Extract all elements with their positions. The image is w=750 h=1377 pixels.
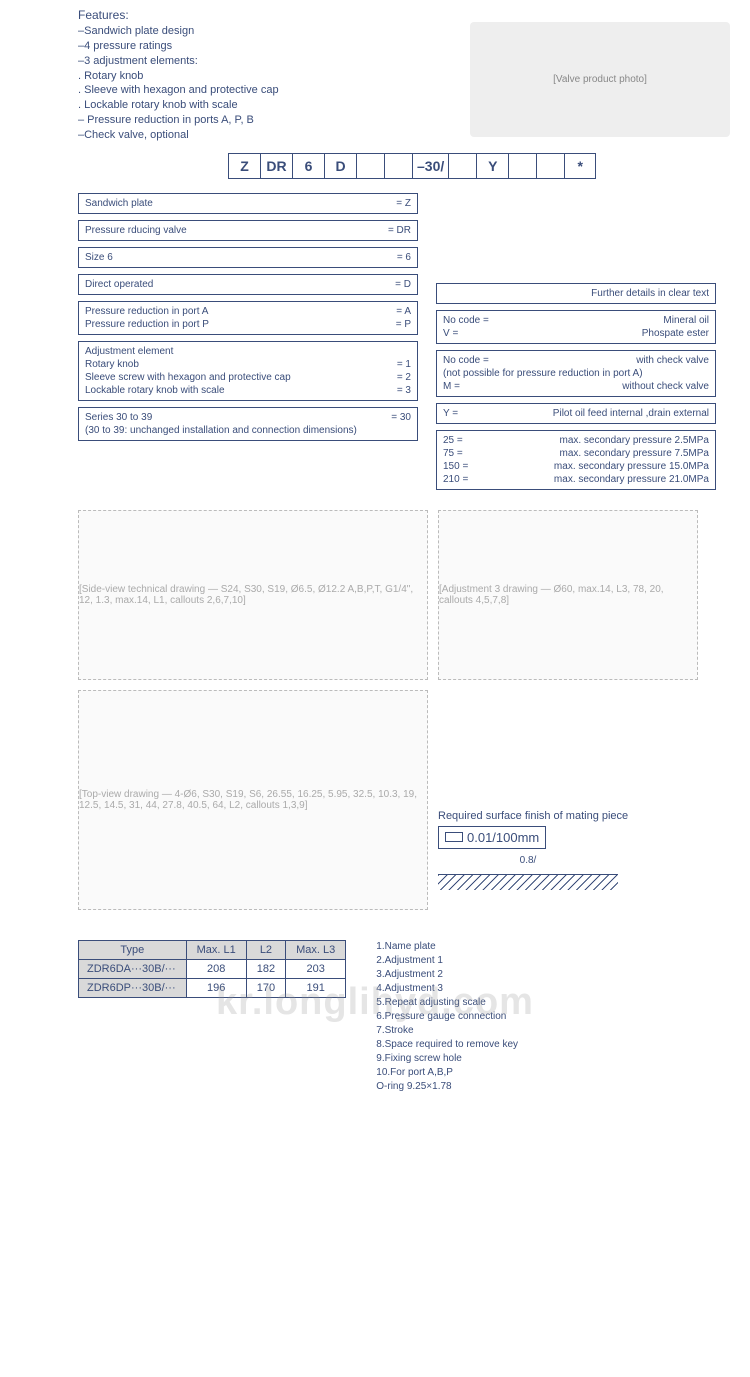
- code-cell: [356, 153, 384, 179]
- decoder-right-column: Further details in clear text No code =Mi…: [436, 283, 716, 490]
- decoder-box: Further details in clear text: [436, 283, 716, 304]
- legend-item: 9.Fixing screw hole: [376, 1052, 518, 1066]
- code-cell: Y: [476, 153, 508, 179]
- code-cell: D: [324, 153, 356, 179]
- drawing-top-view: [Top-view drawing — 4-Ø6, S30, S19, S6, …: [78, 690, 428, 910]
- decoder-box: 25 =max. secondary pressure 2.5MPa75 =ma…: [436, 430, 716, 490]
- legend-item: 3.Adjustment 2: [376, 968, 518, 982]
- decoder-box: Adjustment elementRotary knob= 1Sleeve s…: [78, 341, 418, 401]
- code-cell: *: [564, 153, 596, 179]
- ordering-code-decoder: Sandwich plate= Z Pressure rducing valve=…: [78, 193, 750, 490]
- table-row: ZDR6DP···30B/···196170191: [79, 978, 346, 997]
- flatness-spec: 0.01/100mm: [438, 826, 546, 849]
- valve-product-image: [Valve product photo]: [470, 22, 730, 137]
- code-cell: [536, 153, 564, 179]
- legend-item: 8.Space required to remove key: [376, 1038, 518, 1052]
- surface-finish-block: Required surface finish of mating piece …: [438, 810, 698, 910]
- decoder-box: Pressure reduction in port A= APressure …: [78, 301, 418, 335]
- dimensions-and-legend: TypeMax. L1L2Max. L3ZDR6DA···30B/···2081…: [78, 940, 750, 1094]
- code-cell: DR: [260, 153, 292, 179]
- code-cell: Z: [228, 153, 260, 179]
- legend-item: 5.Repeat adjusting scale: [376, 996, 518, 1010]
- decoder-box: Pressure rducing valve= DR: [78, 220, 418, 241]
- decoder-box: Size 6= 6: [78, 247, 418, 268]
- callout-legend: 1.Name plate2.Adjustment 13.Adjustment 2…: [376, 940, 518, 1094]
- decoder-box: No code =with check valve(not possible f…: [436, 350, 716, 397]
- ordering-code-row: ZDR6D –30/Y *: [228, 153, 750, 179]
- technical-drawings: [Side-view technical drawing — S24, S30,…: [78, 510, 750, 910]
- table-header: L2: [246, 940, 285, 959]
- surface-finish-title: Required surface finish of mating piece: [438, 810, 698, 822]
- code-cell: [384, 153, 412, 179]
- decoder-box: Y =Pilot oil feed internal ,drain extern…: [436, 403, 716, 424]
- legend-item: 6.Pressure gauge connection: [376, 1010, 518, 1024]
- valve-image-alt: [Valve product photo]: [553, 74, 647, 85]
- features-title: Features:: [78, 8, 750, 22]
- legend-item: 10.For port A,B,P: [376, 1066, 518, 1080]
- table-header: Type: [79, 940, 187, 959]
- table-row: ZDR6DA···30B/···208182203: [79, 959, 346, 978]
- table-header: Max. L3: [286, 940, 346, 959]
- decoder-box: No code =Mineral oilV =Phospate ester: [436, 310, 716, 344]
- legend-item: 2.Adjustment 1: [376, 954, 518, 968]
- decoder-box: Direct operated= D: [78, 274, 418, 295]
- drawing-side-view: [Side-view technical drawing — S24, S30,…: [78, 510, 428, 680]
- roughness-label: 0.8/: [438, 855, 618, 866]
- code-cell: [508, 153, 536, 179]
- legend-item: 1.Name plate: [376, 940, 518, 954]
- code-cell: –30/: [412, 153, 448, 179]
- legend-item: 7.Stroke: [376, 1024, 518, 1038]
- drawing-adjustment3: [Adjustment 3 drawing — Ø60, max.14, L3,…: [438, 510, 698, 680]
- legend-item: O-ring 9.25×1.78: [376, 1080, 518, 1094]
- dimensions-table: TypeMax. L1L2Max. L3ZDR6DA···30B/···2081…: [78, 940, 346, 998]
- code-cell: [448, 153, 476, 179]
- legend-item: 4.Adjustment 3: [376, 982, 518, 996]
- decoder-left-column: Sandwich plate= Z Pressure rducing valve=…: [78, 193, 418, 490]
- mating-surface-hatch: [438, 874, 618, 890]
- code-cell: 6: [292, 153, 324, 179]
- table-header: Max. L1: [186, 940, 246, 959]
- decoder-box: Series 30 to 39= 30(30 to 39: unchanged …: [78, 407, 418, 441]
- decoder-box: Sandwich plate= Z: [78, 193, 418, 214]
